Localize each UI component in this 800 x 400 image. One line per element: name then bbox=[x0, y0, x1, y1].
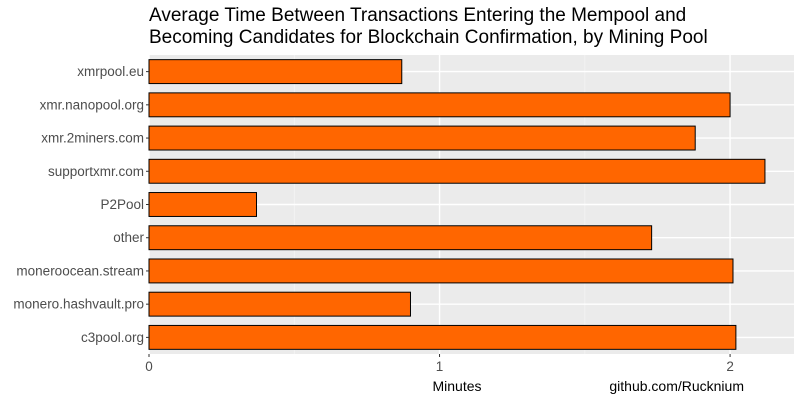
x-tick-label: 2 bbox=[726, 359, 734, 374]
bar bbox=[148, 158, 766, 184]
category-label: other bbox=[113, 230, 144, 245]
chart-caption: github.com/Rucknium bbox=[609, 378, 744, 394]
category-label: supportxmr.com bbox=[48, 164, 144, 179]
bar bbox=[148, 225, 653, 251]
category-label: monero.hashvault.pro bbox=[13, 297, 144, 312]
bar bbox=[148, 92, 731, 118]
x-axis-ticks: 0 1 2 bbox=[145, 354, 734, 374]
category-labels: xmrpool.eu xmr.nanopool.org xmr.2miners.co… bbox=[13, 64, 149, 345]
category-label: c3pool.org bbox=[81, 330, 144, 345]
category-label: P2Pool bbox=[100, 197, 144, 212]
x-tick-label: 1 bbox=[436, 359, 444, 374]
x-axis-title: Minutes bbox=[432, 378, 481, 394]
bar bbox=[148, 125, 696, 151]
bar bbox=[148, 324, 737, 350]
category-label: xmr.nanopool.org bbox=[40, 97, 144, 112]
bar bbox=[148, 258, 734, 284]
x-tick-label: 0 bbox=[145, 359, 153, 374]
bars bbox=[148, 59, 766, 350]
chart-title-line-1: Average Time Between Transactions Enteri… bbox=[149, 5, 686, 26]
bar bbox=[148, 59, 403, 85]
category-label: xmr.2miners.com bbox=[41, 131, 144, 146]
bar bbox=[148, 192, 257, 217]
bar bbox=[148, 291, 411, 317]
chart-title-line-2: Becoming Candidates for Blockchain Confi… bbox=[149, 27, 708, 48]
category-label: moneroocean.stream bbox=[16, 263, 144, 278]
category-label: xmrpool.eu bbox=[77, 64, 144, 79]
